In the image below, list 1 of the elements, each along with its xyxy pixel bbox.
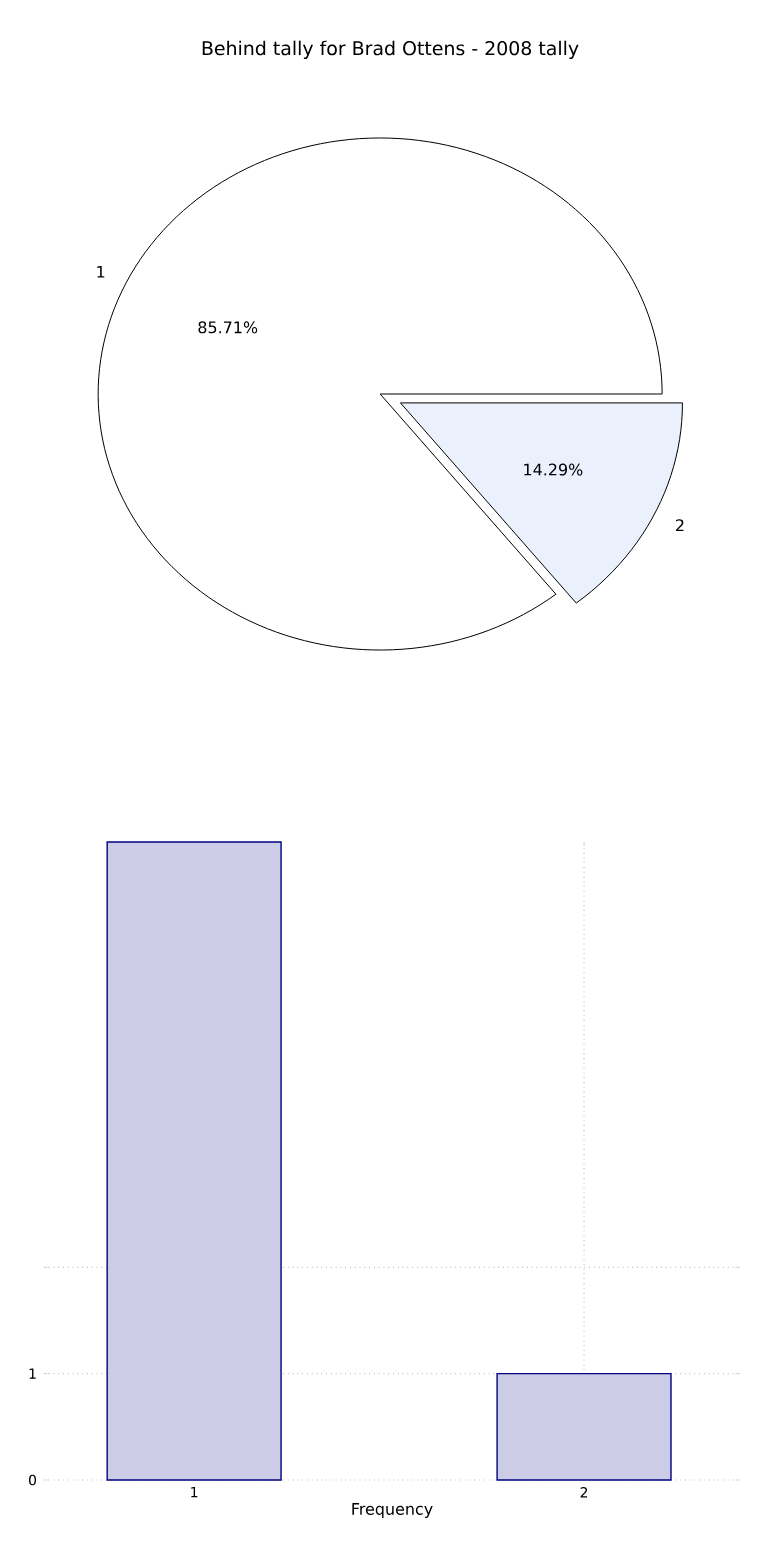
chart-title: Behind tally for Brad Ottens - 2008 tally <box>202 40 579 59</box>
